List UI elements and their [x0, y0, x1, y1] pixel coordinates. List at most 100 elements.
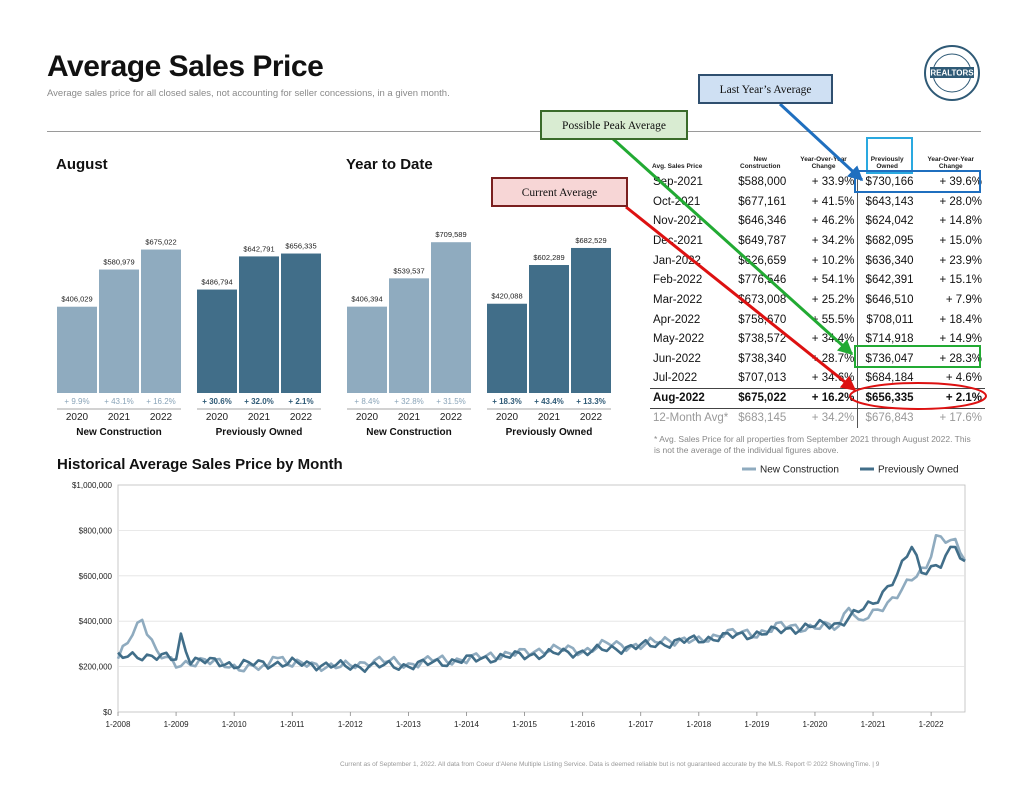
last-year-arrow [778, 102, 864, 182]
august-year-tick: 2020 [66, 412, 89, 423]
table-row: 12-Month Avg* $683,145 + 34.2% $676,843 + 17… [650, 408, 985, 428]
table-row: Dec-2021 $649,787 + 34.2% $682,095 + 15.0% [650, 231, 985, 251]
table-row: Oct-2021 $677,161 + 41.5% $643,143 + 28.0% [650, 191, 985, 212]
series-line-previously-owned [117, 545, 966, 673]
table-cell-new-price: $588,000 [738, 175, 787, 188]
table-row: Aug-2022 $675,022 + 16.2% $656,335 + 2.1% [650, 388, 985, 409]
table-cell-new-change: + 46.2% [811, 215, 855, 228]
august-bar [197, 289, 237, 393]
table-cell-prev-price: $636,340 [857, 250, 917, 271]
august-bar-value-label: $486,794 [201, 278, 232, 287]
august-change-label: + 2.1% [288, 397, 313, 406]
table-row: Nov-2021 $646,346 + 46.2% $624,042 + 14.8% [650, 211, 985, 232]
table-cell-new-price: $738,572 [738, 333, 787, 346]
realtors-association-seal: REALTORS [924, 45, 980, 101]
table-header-month: Avg. Sales Price [652, 163, 703, 170]
table-cell-prev-price: $624,042 [857, 211, 917, 232]
x-tick-label: 1-2012 [338, 720, 363, 729]
ytd-year-tick: 2020 [356, 412, 379, 423]
header-divider [47, 131, 981, 132]
table-cell-new-change: + 55.5% [811, 313, 855, 326]
table-row: Apr-2022 $758,670 + 55.5% $708,011 + 18.4% [650, 309, 985, 330]
table-cell-new-change: + 41.5% [811, 195, 855, 208]
table-cell-new-price: $649,787 [738, 234, 787, 247]
august-bar [239, 256, 279, 393]
table-footnote: * Avg. Sales Price for all properties fr… [654, 434, 971, 455]
table-cell-prev-price: $714,918 [857, 329, 917, 350]
table-row: May-2022 $738,572 + 34.4% $714,918 + 14.9% [650, 329, 985, 350]
ytd-change-label: + 8.4% [354, 397, 379, 406]
table-cell-new-change: + 16.2% [789, 388, 858, 409]
table-cell-month: 12-Month Avg* [653, 412, 729, 425]
table-cell-prev-change: + 28.3% [939, 353, 982, 366]
ytd-bar-value-label: $682,529 [575, 236, 606, 245]
table-cell-month: Nov-2021 [653, 215, 703, 228]
table-row: Mar-2022 $673,008 + 25.2% $646,510 + 7.9% [650, 290, 985, 310]
ytd-change-label: + 32.8% [394, 397, 424, 406]
august-bar-value-label: $406,029 [61, 295, 92, 304]
table-row: Feb-2022 $776,546 + 54.1% $642,391 + 15.1% [650, 270, 985, 291]
table-cell-month: Jun-2022 [653, 353, 701, 366]
x-tick-label: 1-2018 [686, 720, 711, 729]
august-year-tick: 2022 [290, 412, 313, 423]
august-chart-title: August [56, 156, 108, 173]
table-cell-new-price: $677,161 [738, 195, 787, 208]
august-change-label: + 43.1% [104, 397, 134, 406]
table-cell-prev-price: $736,047 [857, 349, 917, 369]
table-cell-prev-change: + 23.9% [939, 254, 982, 267]
legend-label: New Construction [760, 465, 839, 476]
table-cell-month: Mar-2022 [653, 293, 703, 306]
x-tick-label: 1-2021 [861, 720, 886, 729]
page-title: Average Sales Price [47, 50, 324, 83]
august-bar [141, 249, 181, 393]
table-cell-prev-change: + 2.1% [916, 388, 985, 409]
jun-2022-highlight [854, 345, 981, 368]
table-cell-prev-price: $656,335 [857, 388, 917, 409]
august-year-tick: 2020 [206, 412, 229, 423]
august-bar-value-label: $580,979 [103, 258, 134, 267]
historical-chart-title: Historical Average Sales Price by Month [57, 456, 343, 473]
table-cell-new-change: + 10.2% [811, 254, 855, 267]
ytd-chart: Year to Date $406,394 + 8.4% 2020 $539,537 +… [346, 156, 611, 438]
table-cell-month: Aug-2022 [650, 388, 732, 409]
ytd-bar-value-label: $406,394 [351, 295, 382, 304]
peak-arrow [610, 136, 854, 356]
x-tick-label: 1-2008 [106, 720, 131, 729]
x-tick-label: 1-2015 [512, 720, 537, 729]
historical-chart: Historical Average Sales Price by Month … [57, 456, 967, 729]
table-cell-prev-change: + 28.0% [939, 195, 982, 208]
august-change-label: + 30.6% [202, 397, 232, 406]
ytd-year-tick: 2021 [538, 412, 561, 423]
table-cell-prev-price: $708,011 [857, 309, 917, 330]
table-cell-prev-change: + 14.9% [939, 333, 982, 346]
table-header-row: Avg. Sales Price New Construction Year-O… [650, 146, 985, 172]
ytd-bar [389, 278, 429, 393]
table-cell-prev-price: $682,095 [857, 231, 917, 251]
august-group-label: Previously Owned [216, 427, 303, 438]
table-cell-new-change: + 33.9% [811, 175, 855, 188]
legend-label: Previously Owned [878, 465, 959, 476]
seal-text: REALTORS [930, 69, 974, 78]
table-cell-new-change: + 28.7% [811, 353, 855, 366]
august-year-tick: 2022 [150, 412, 173, 423]
y-tick-label: $1,000,000 [72, 481, 113, 490]
ytd-bar [431, 242, 471, 393]
table-cell-prev-change: + 17.6% [939, 412, 982, 425]
ytd-change-label: + 13.3% [576, 397, 606, 406]
y-tick-label: $200,000 [79, 663, 113, 672]
price-table-container: Avg. Sales Price New Construction Year-O… [650, 146, 985, 428]
table-cell-prev-change: + 7.9% [945, 293, 982, 306]
x-tick-label: 1-2014 [454, 720, 479, 729]
table-cell-prev-change: + 39.6% [939, 175, 982, 188]
ytd-bar [529, 265, 569, 393]
y-tick-label: $600,000 [79, 572, 113, 581]
table-cell-month: May-2022 [653, 333, 705, 346]
table-cell-month: Feb-2022 [653, 274, 703, 287]
table-cell-prev-change: + 18.4% [939, 313, 982, 326]
table-cell-new-change: + 25.2% [811, 293, 855, 306]
august-bar [99, 269, 139, 393]
current-average-callout: Current Average [491, 177, 628, 207]
ytd-year-tick: 2020 [496, 412, 519, 423]
x-tick-label: 1-2009 [164, 720, 189, 729]
